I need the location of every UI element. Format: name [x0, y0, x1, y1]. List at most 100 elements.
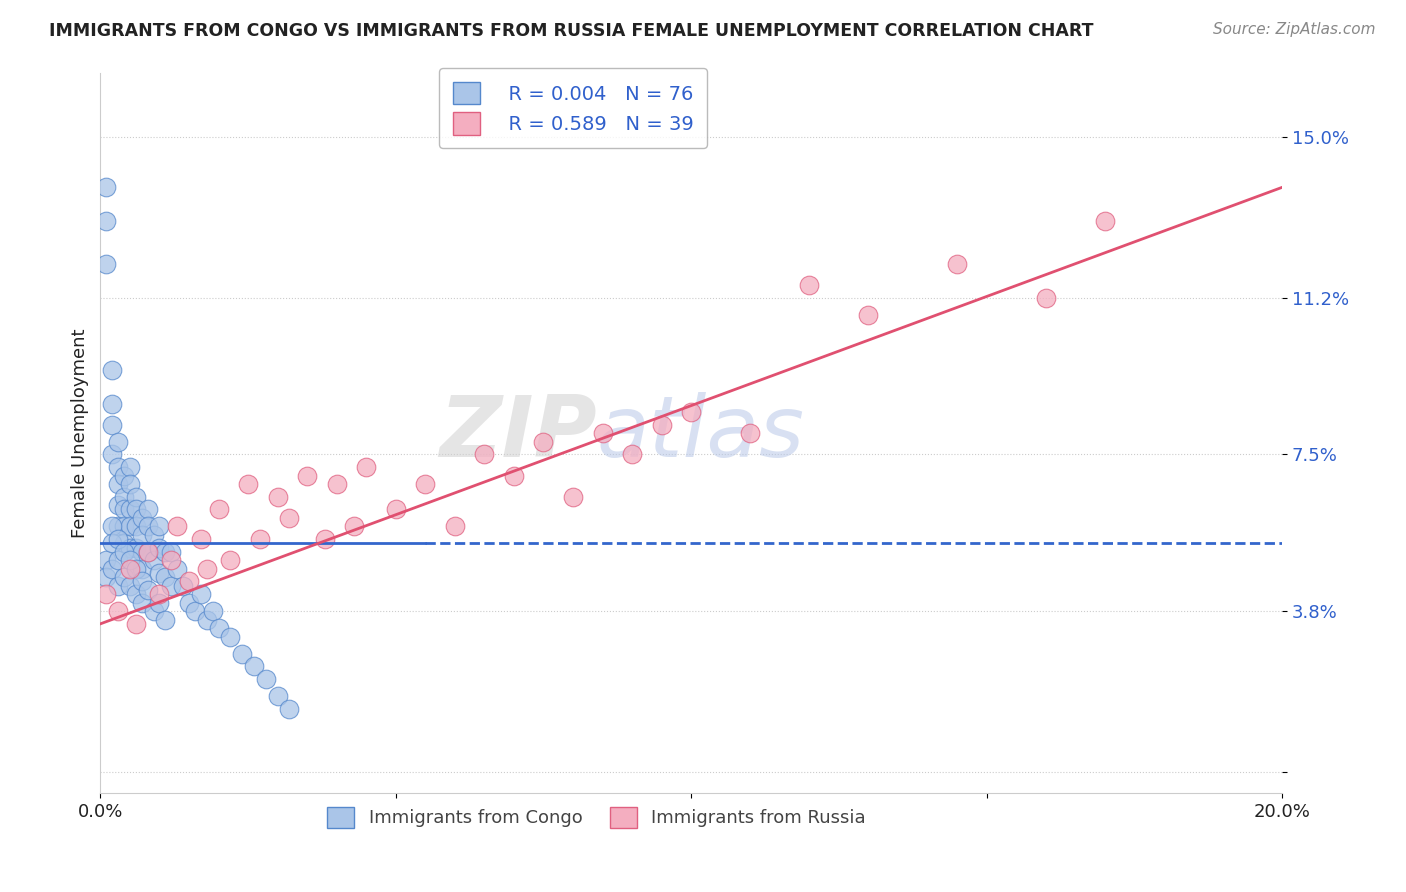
Point — [219, 553, 242, 567]
Point — [295, 468, 318, 483]
Point — [118, 460, 141, 475]
Y-axis label: Female Unemployment: Female Unemployment — [72, 328, 89, 538]
Point — [148, 587, 170, 601]
Point — [112, 468, 135, 483]
Point — [131, 545, 153, 559]
Point — [101, 519, 124, 533]
Point — [101, 562, 124, 576]
Point — [118, 477, 141, 491]
Point — [107, 579, 129, 593]
Point — [118, 562, 141, 576]
Point — [107, 553, 129, 567]
Point — [621, 447, 644, 461]
Point — [112, 519, 135, 533]
Point — [112, 502, 135, 516]
Point — [107, 434, 129, 449]
Point — [354, 460, 377, 475]
Point — [1094, 214, 1116, 228]
Point — [160, 579, 183, 593]
Point — [325, 477, 347, 491]
Point — [254, 672, 277, 686]
Point — [278, 701, 301, 715]
Point — [112, 490, 135, 504]
Point — [207, 621, 229, 635]
Point — [243, 659, 266, 673]
Point — [443, 519, 465, 533]
Point — [384, 502, 406, 516]
Point — [160, 553, 183, 567]
Text: ZIP: ZIP — [439, 392, 596, 475]
Text: IMMIGRANTS FROM CONGO VS IMMIGRANTS FROM RUSSIA FEMALE UNEMPLOYMENT CORRELATION : IMMIGRANTS FROM CONGO VS IMMIGRANTS FROM… — [49, 22, 1094, 40]
Point — [136, 545, 159, 559]
Point — [190, 532, 212, 546]
Point — [96, 553, 118, 567]
Point — [413, 477, 436, 491]
Point — [118, 502, 141, 516]
Point — [266, 689, 288, 703]
Point — [125, 502, 148, 516]
Point — [125, 587, 148, 601]
Point — [201, 604, 224, 618]
Point — [125, 562, 148, 576]
Text: atlas: atlas — [596, 392, 804, 475]
Point — [118, 541, 141, 555]
Point — [231, 647, 253, 661]
Point — [249, 532, 271, 546]
Point — [195, 562, 218, 576]
Point — [148, 519, 170, 533]
Point — [118, 553, 141, 567]
Point — [651, 417, 673, 432]
Point — [166, 519, 188, 533]
Point — [101, 362, 124, 376]
Point — [136, 519, 159, 533]
Point — [136, 502, 159, 516]
Point — [101, 447, 124, 461]
Point — [177, 596, 200, 610]
Point — [278, 511, 301, 525]
Point — [131, 511, 153, 525]
Point — [858, 308, 880, 322]
Legend: Immigrants from Congo, Immigrants from Russia: Immigrants from Congo, Immigrants from R… — [321, 799, 873, 835]
Point — [101, 536, 124, 550]
Point — [946, 257, 969, 271]
Point — [207, 502, 229, 516]
Point — [740, 426, 762, 441]
Point — [236, 477, 259, 491]
Point — [131, 528, 153, 542]
Point — [136, 545, 159, 559]
Point — [112, 570, 135, 584]
Point — [142, 553, 165, 567]
Point — [125, 519, 148, 533]
Point — [219, 630, 242, 644]
Point — [112, 545, 135, 559]
Point — [314, 532, 336, 546]
Point — [681, 405, 703, 419]
Point — [799, 277, 821, 292]
Point — [96, 257, 118, 271]
Point — [107, 604, 129, 618]
Point — [195, 613, 218, 627]
Point — [96, 570, 118, 584]
Point — [107, 460, 129, 475]
Point — [148, 566, 170, 580]
Point — [96, 180, 118, 194]
Point — [131, 562, 153, 576]
Point — [118, 519, 141, 533]
Point — [107, 532, 129, 546]
Point — [155, 570, 177, 584]
Point — [96, 214, 118, 228]
Point — [148, 596, 170, 610]
Point — [101, 396, 124, 410]
Point — [160, 545, 183, 559]
Point — [142, 528, 165, 542]
Point — [184, 604, 207, 618]
Text: Source: ZipAtlas.com: Source: ZipAtlas.com — [1212, 22, 1375, 37]
Point — [190, 587, 212, 601]
Point — [131, 574, 153, 589]
Point — [125, 616, 148, 631]
Point — [118, 579, 141, 593]
Point — [266, 490, 288, 504]
Point — [562, 490, 585, 504]
Point — [172, 579, 194, 593]
Point — [503, 468, 526, 483]
